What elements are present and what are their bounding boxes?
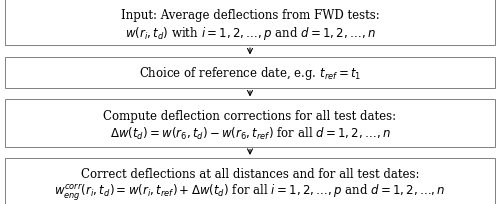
- Text: Input: Average deflections from FWD tests:: Input: Average deflections from FWD test…: [120, 9, 380, 22]
- FancyBboxPatch shape: [5, 100, 495, 147]
- Text: Correct deflections at all distances and for all test dates:: Correct deflections at all distances and…: [81, 167, 419, 180]
- Text: $w^{corr}_{eng}(r_i, t_d) = w(r_i, t_{ref}) + \Delta w(t_d)$ for all $i = 1, 2, : $w^{corr}_{eng}(r_i, t_d) = w(r_i, t_{re…: [54, 181, 446, 201]
- Text: $w(r_i, t_d)$ with $i = 1, 2, \ldots, p$ and $d = 1, 2, \ldots, n$: $w(r_i, t_d)$ with $i = 1, 2, \ldots, p$…: [124, 25, 376, 41]
- Text: Choice of reference date, e.g. $t_{ref} = t_1$: Choice of reference date, e.g. $t_{ref} …: [139, 65, 361, 82]
- FancyBboxPatch shape: [5, 158, 495, 204]
- Text: $\Delta w(t_d) = w(r_6, t_d) - w(r_6, t_{ref})$ for all $d = 1, 2, \ldots, n$: $\Delta w(t_d) = w(r_6, t_d) - w(r_6, t_…: [110, 126, 390, 142]
- FancyBboxPatch shape: [5, 0, 495, 46]
- Text: Compute deflection corrections for all test dates:: Compute deflection corrections for all t…: [104, 109, 397, 122]
- FancyBboxPatch shape: [5, 58, 495, 89]
